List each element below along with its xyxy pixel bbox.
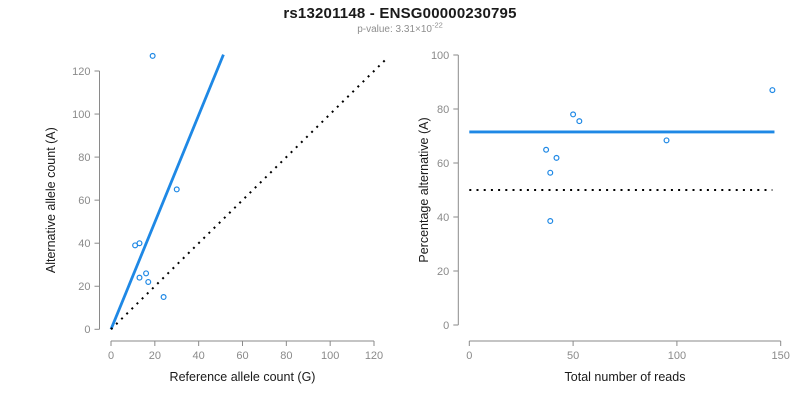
y-tick-label: 120 xyxy=(72,66,90,78)
x-tick-label: 100 xyxy=(321,350,339,362)
y-tick-label: 20 xyxy=(78,281,90,293)
data-point xyxy=(547,218,554,225)
left-scatter-plot: 0 20 40 60 80 100 120 0 20 40 60 80 100 120 Reference … xyxy=(44,52,389,384)
x-tick-label: 100 xyxy=(668,350,686,362)
x-tick-label: 50 xyxy=(567,350,579,362)
y-tick-label: 80 xyxy=(78,152,90,164)
y-tick-label: 80 xyxy=(437,104,449,116)
x-tick-label: 120 xyxy=(365,350,383,362)
data-point xyxy=(173,186,180,193)
data-point xyxy=(136,240,143,247)
x-tick-label: 20 xyxy=(149,350,161,362)
figure-title: rs13201148 - ENSG00000230795 xyxy=(283,5,517,22)
data-point xyxy=(547,169,554,176)
y-tick-label: 100 xyxy=(431,50,449,62)
data-point xyxy=(160,294,167,301)
p-value-exponent: -22 xyxy=(431,20,443,30)
y-tick-label: 40 xyxy=(437,212,449,224)
p-value-text: p-value: 3.31×10 xyxy=(357,24,432,35)
x-tick-label: 60 xyxy=(236,350,248,362)
y-axis-title: Percentage alternative (A) xyxy=(417,117,431,262)
identity-line xyxy=(110,56,389,331)
fit-line xyxy=(109,54,225,330)
data-point xyxy=(769,87,776,94)
y-tick-label: 100 xyxy=(72,109,90,121)
y-tick-label: 60 xyxy=(437,158,449,170)
y-tick-label: 40 xyxy=(78,238,90,250)
data-point xyxy=(576,118,583,125)
data-point xyxy=(570,111,577,118)
data-point xyxy=(553,154,560,161)
y-tick-label: 20 xyxy=(437,266,449,278)
x-tick-label: 80 xyxy=(280,350,292,362)
data-point xyxy=(149,52,156,59)
x-tick-label: 0 xyxy=(108,350,114,362)
x-axis-title: Reference allele count (G) xyxy=(170,370,316,384)
data-point xyxy=(663,137,670,144)
data-point xyxy=(543,146,550,153)
figure-subtitle: p-value: 3.31×10-22 xyxy=(0,20,800,35)
data-point xyxy=(145,278,152,285)
y-tick-label: 0 xyxy=(443,320,449,332)
data-point xyxy=(143,270,150,277)
y-axis-title: Alternative allele count (A) xyxy=(44,127,58,273)
figure-header: rs13201148 - ENSG00000230795 p-value: 3.… xyxy=(0,5,800,35)
right-scatter-plot: 0 50 100 150 0 20 40 60 80 100 Total number of rea… xyxy=(417,50,790,384)
x-tick-label: 40 xyxy=(193,350,205,362)
y-tick-label: 0 xyxy=(84,324,90,336)
x-tick-label: 0 xyxy=(466,350,472,362)
x-axis-title: Total number of reads xyxy=(565,370,686,384)
x-tick-label: 150 xyxy=(772,350,790,362)
data-point xyxy=(136,274,143,281)
y-tick-label: 60 xyxy=(78,195,90,207)
